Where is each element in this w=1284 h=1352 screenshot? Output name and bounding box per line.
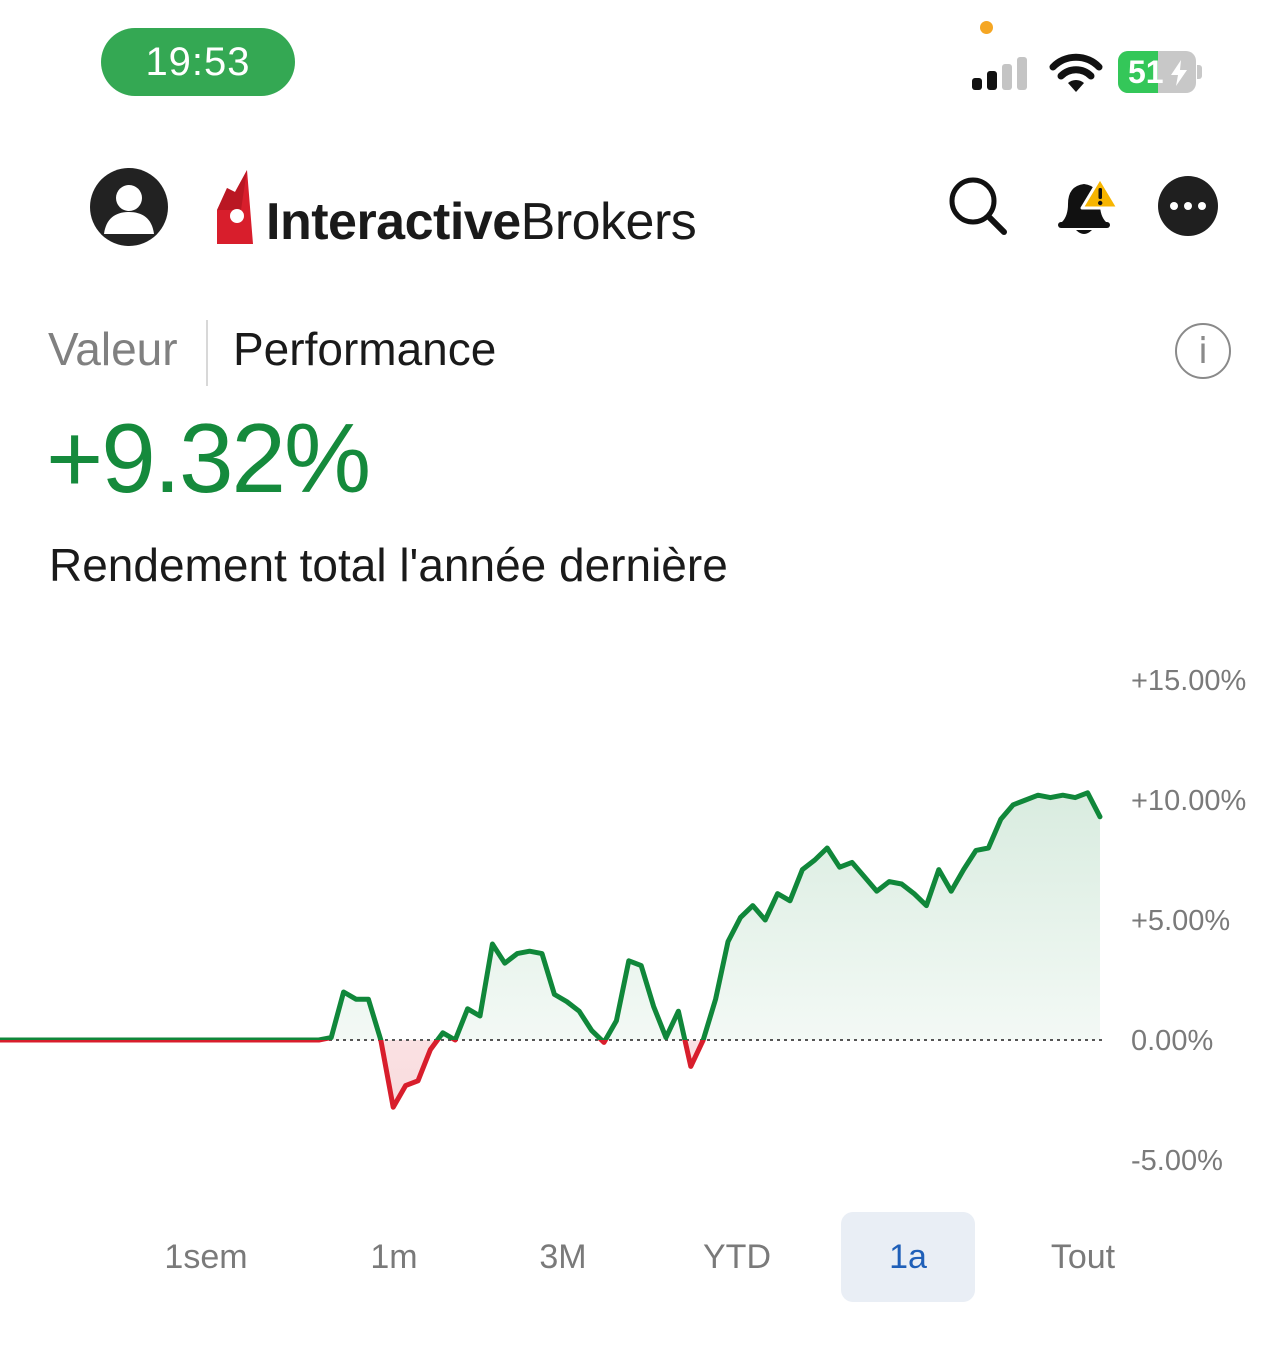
more-dot — [1170, 202, 1178, 210]
positive-area-fill — [0, 792, 1100, 1040]
range-button-1a[interactable]: 1a — [841, 1212, 975, 1302]
y-tick-label: +10.00% — [1131, 785, 1246, 817]
range-button-1m[interactable]: 1m — [370, 1237, 418, 1276]
tab-divider — [206, 320, 208, 386]
battery-icon: 51 — [1118, 51, 1196, 93]
search-icon[interactable] — [946, 174, 1010, 238]
privacy-indicator-dot — [980, 21, 993, 34]
more-options-button[interactable] — [1158, 176, 1218, 236]
tab-valeur[interactable]: Valeur — [48, 323, 178, 375]
cellular-signal-icon — [972, 57, 1027, 90]
more-dot — [1198, 202, 1206, 210]
series-line-positive — [0, 790, 1103, 1040]
time-range-selector: 1sem 1m 3M YTD 1a Tout — [0, 1212, 1284, 1302]
y-tick-label: -5.00% — [1131, 1145, 1223, 1177]
profile-avatar-button[interactable] — [90, 168, 168, 246]
brand-logo-text: InteractiveBrokers — [266, 192, 697, 252]
tab-performance[interactable]: Performance — [233, 323, 497, 375]
battery-nub — [1197, 65, 1202, 79]
range-button-1sem[interactable]: 1sem — [164, 1237, 248, 1276]
status-time: 19:53 — [101, 28, 295, 96]
range-button-3m[interactable]: 3M — [539, 1237, 587, 1276]
y-tick-label: +5.00% — [1131, 905, 1230, 937]
wifi-icon — [1049, 53, 1103, 92]
avatar-icon — [104, 185, 154, 234]
charging-bolt-icon — [1171, 60, 1187, 86]
range-button-ytd[interactable]: YTD — [703, 1237, 771, 1276]
logo-light-text: Brokers — [520, 193, 697, 251]
ib-logo-icon — [217, 170, 253, 244]
performance-value: +9.32% — [46, 403, 371, 513]
range-button-tout[interactable]: Tout — [1050, 1237, 1116, 1276]
performance-caption: Rendement total l'année dernière — [49, 539, 728, 591]
y-tick-label: +15.00% — [1131, 665, 1246, 697]
info-icon[interactable]: i — [1175, 323, 1231, 379]
battery-percentage: 51 — [1128, 54, 1164, 90]
y-tick-label: 0.00% — [1131, 1025, 1213, 1057]
logo-bold-text: Interactive — [266, 193, 521, 251]
bell-alert-icon[interactable] — [1052, 170, 1124, 240]
performance-line-chart[interactable]: +15.00% +10.00% +5.00% 0.00% -5.00% — [0, 640, 1284, 1200]
more-dot — [1184, 202, 1192, 210]
